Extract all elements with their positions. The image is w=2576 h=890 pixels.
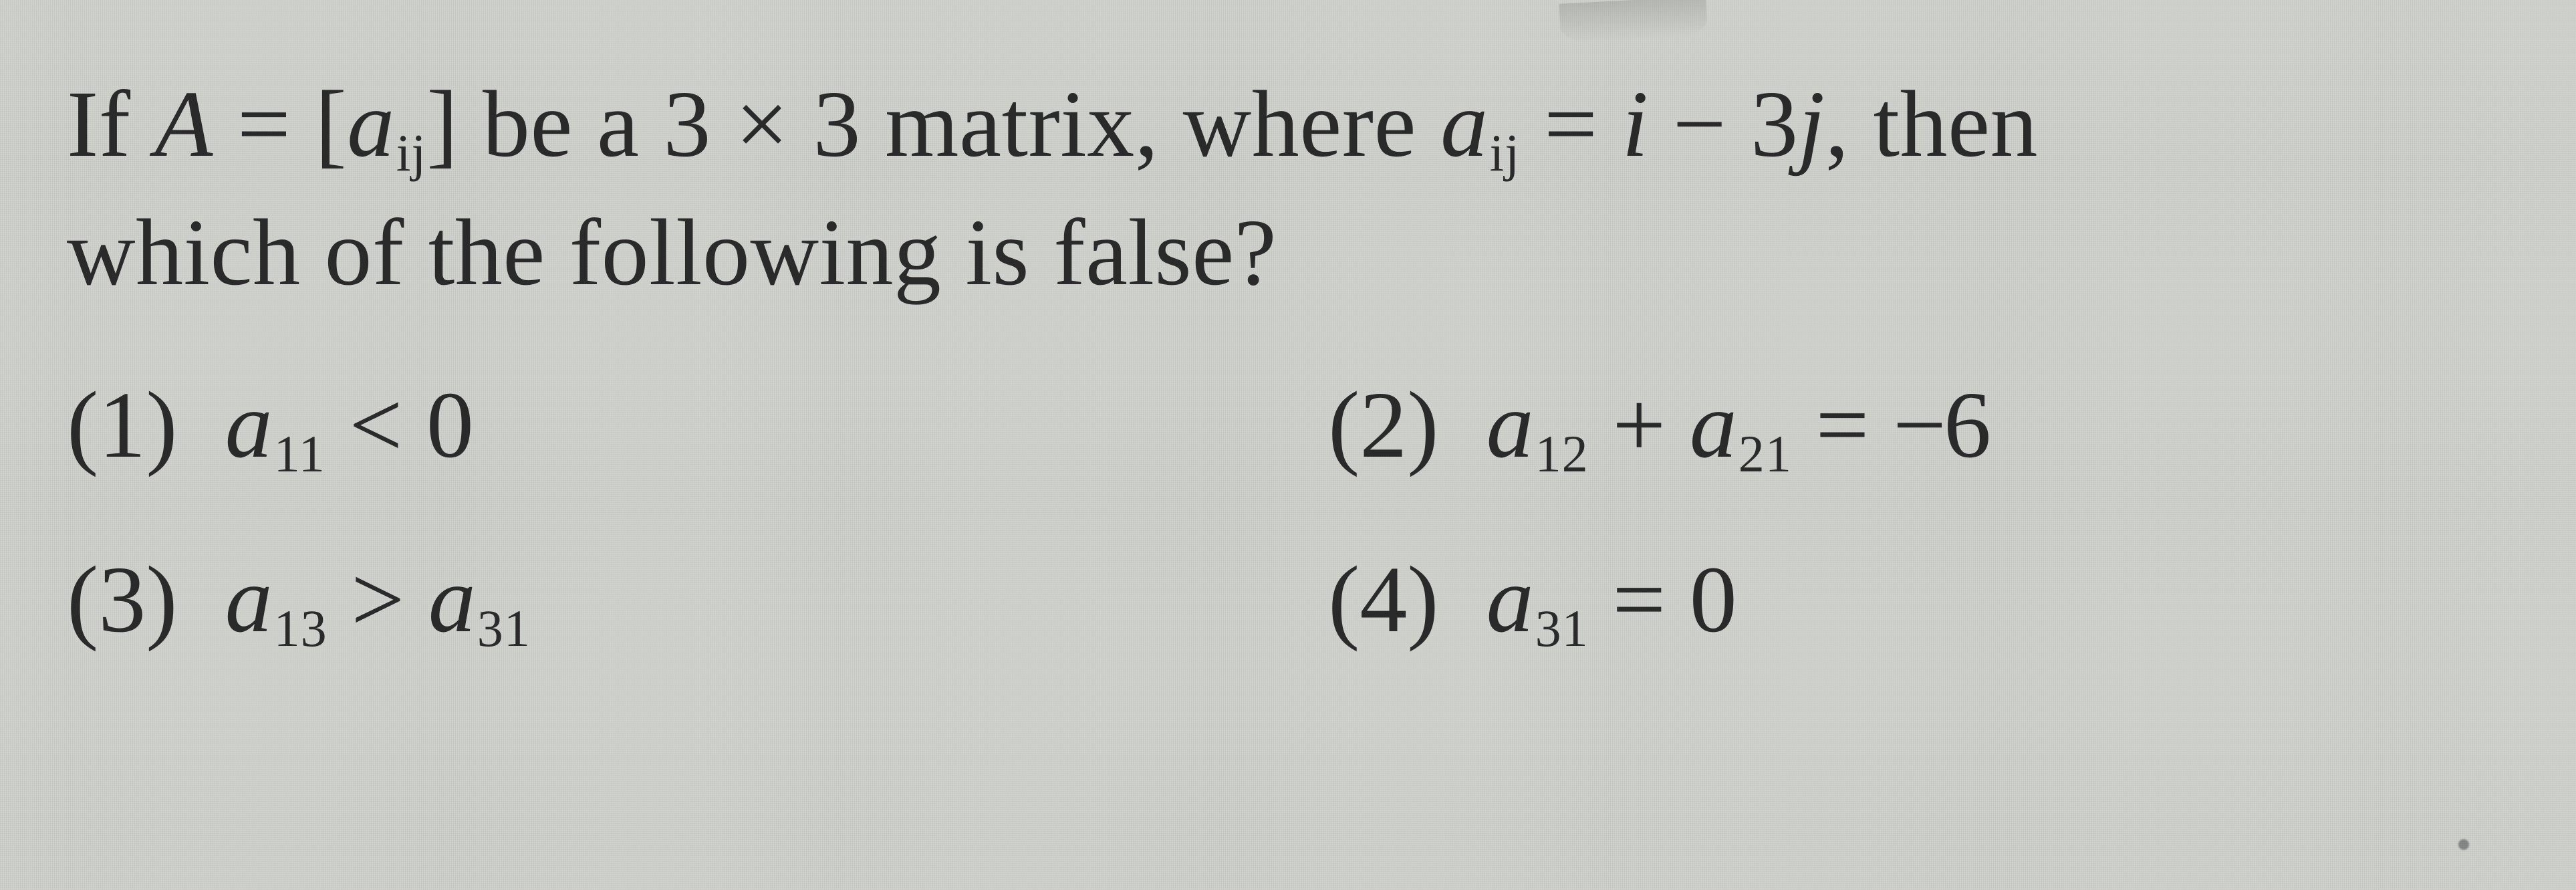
question-line-2: which of the following is false?: [67, 189, 2509, 317]
option-2-body: a12 + a21 = −6: [1487, 372, 1988, 477]
option-3: (3) a13 > a31: [67, 544, 1248, 659]
option-1: (1) a11 < 0: [67, 370, 1248, 484]
option-3-body: a13 > a31: [225, 546, 531, 652]
option-4-number: (4): [1328, 546, 1439, 652]
question-page: If A = [aij] be a 3 × 3 matrix, where ai…: [0, 0, 2576, 890]
option-1-number: (1): [67, 372, 178, 477]
question-stem: If A = [aij] be a 3 × 3 matrix, where ai…: [67, 60, 2509, 316]
option-4: (4) a31 = 0: [1328, 544, 2509, 659]
option-2: (2) a12 + a21 = −6: [1328, 370, 2509, 484]
paper-crease: [1559, 0, 1708, 51]
option-1-body: a11 < 0: [225, 372, 474, 477]
option-4-body: a31 = 0: [1487, 546, 1737, 652]
option-2-number: (2): [1328, 372, 1439, 477]
options-grid: (1) a11 < 0 (2) a12 + a21 = −6 (3) a13 >…: [67, 370, 2509, 659]
smudge-dot: [2458, 839, 2469, 850]
question-line-1: If A = [aij] be a 3 × 3 matrix, where ai…: [67, 60, 2509, 189]
option-3-number: (3): [67, 546, 178, 652]
